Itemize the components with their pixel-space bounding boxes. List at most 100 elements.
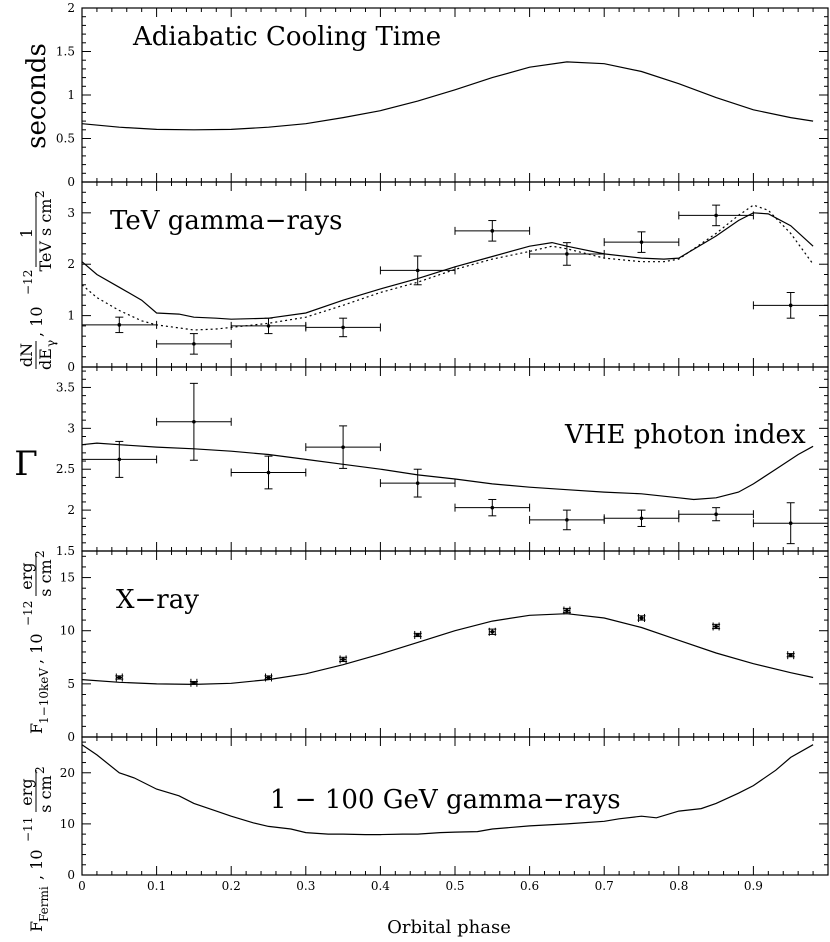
ylabel-fermi-frac-num: erg [17, 778, 36, 805]
panel-xray: X−ray F 1−10keV , 10 −12 erg s cm 2 [17, 550, 199, 734]
data-marker [639, 516, 644, 521]
y-tick-label-adiabatic: 0.5 [56, 132, 75, 146]
data-marker [788, 521, 793, 525]
y-tick-label-tev: 0 [67, 360, 75, 374]
ylabel-tev-lhs-den: dE [36, 348, 55, 370]
data-point-vhe-index [305, 425, 381, 469]
ylabel-adiabatic: seconds [22, 43, 52, 149]
ylabel-xray-frac-num: erg [17, 562, 36, 589]
data-marker [490, 505, 495, 510]
data-marker [341, 325, 345, 330]
data-point-vhe-index [529, 509, 605, 531]
data-point-xray [488, 627, 497, 636]
data-point-tev [454, 220, 531, 242]
y-tick-label-tev: 2 [67, 257, 75, 271]
y-tick-label-xray: 5 [67, 677, 75, 691]
data-point-xray [189, 678, 198, 687]
ylabel-xray-frac-sup: 2 [33, 550, 47, 558]
y-tick-label-vhe-index: 3 [67, 421, 75, 435]
data-point-vhe-index [230, 455, 307, 490]
y-tick-label-tev: 1 [67, 309, 75, 323]
y-tick-label-xray: 15 [60, 571, 75, 585]
x-tick-label: 0.2 [222, 879, 241, 893]
data-point-vhe-index [156, 382, 232, 461]
x-tick-label: 0.8 [669, 879, 688, 893]
plot-xray: 0 5 10 15 [60, 550, 829, 744]
series-model-fermi [81, 744, 814, 836]
data-marker [714, 624, 718, 629]
data-marker [192, 419, 196, 424]
data-point-xray [562, 606, 571, 615]
data-marker [565, 518, 569, 522]
data-point-tev [379, 255, 456, 286]
x-tick-label: 0.6 [520, 879, 539, 893]
ylabel-fermi: F Fermi , 10 −11 erg s cm 2 [17, 766, 55, 932]
panel-adiabatic: Adiabatic Cooling Time seconds [22, 22, 441, 149]
ylabel-vhe-index: Γ [14, 444, 38, 484]
ylabel-tev-frac-num: 1 [17, 228, 36, 238]
ylabel-tev-lhs-num: dN [17, 343, 36, 367]
data-point-tev [678, 204, 754, 227]
title-tev: TeV gamma−rays [110, 206, 342, 236]
title-xray: X−ray [116, 585, 199, 615]
data-marker [714, 512, 718, 516]
data-marker [415, 633, 420, 637]
data-point-tev [752, 291, 829, 319]
data-marker [192, 680, 196, 685]
data-point-tev [305, 317, 381, 338]
data-point-vhe-index [752, 502, 829, 545]
title-adiabatic: Adiabatic Cooling Time [132, 22, 441, 52]
data-marker [266, 324, 271, 328]
data-marker [341, 445, 345, 449]
series-model-vhe-index [81, 442, 814, 501]
data-point-xray [637, 613, 646, 622]
ylabel-tev-exp: −12 [21, 270, 35, 295]
ylabel-tev-mid: , 10 [27, 306, 46, 337]
title-vhe-index: VHE photon index [564, 420, 806, 450]
data-marker [192, 342, 196, 346]
y-tick-label-fermi: 0 [67, 868, 75, 882]
ylabel-xray-exp: −12 [21, 601, 35, 626]
plot-adiabatic: 0 0.5 1 1.5 2 [56, 1, 829, 189]
plot-vhe-index: 1.5 2 2.5 3 3.5 [56, 366, 829, 558]
y-tick-label-tev: 3 [67, 206, 75, 220]
x-tick-label: 0.9 [744, 879, 763, 893]
data-point-xray [786, 651, 795, 660]
data-marker [117, 675, 122, 680]
data-point-xray [264, 673, 273, 682]
data-marker [341, 657, 345, 662]
y-tick-label-adiabatic: 2 [67, 1, 75, 15]
y-tick-label-vhe-index: 2 [67, 503, 75, 517]
x-tick-label: 0 [78, 879, 86, 893]
x-tick-label: 0.5 [445, 879, 464, 893]
frame-xray [81, 550, 829, 738]
ylabel-fermi-lhs: F [27, 921, 46, 932]
ylabel-tev-frac-sup: 2 [33, 190, 47, 198]
y-tick-label-adiabatic: 1.5 [56, 45, 75, 59]
data-point-tev [603, 231, 680, 253]
x-axis-label: Orbital phase [387, 917, 511, 938]
data-point-xray [339, 655, 348, 664]
y-tick-label-adiabatic: 0 [67, 175, 75, 189]
data-marker [415, 268, 420, 273]
x-tick-label: 0.4 [371, 879, 390, 893]
data-point-tev [156, 333, 232, 355]
data-marker [639, 240, 644, 244]
y-tick-label-xray: 0 [67, 730, 75, 744]
ylabel-fermi-lhs-sub: Fermi [37, 886, 51, 922]
y-tick-label-adiabatic: 1 [67, 88, 75, 102]
y-tick-label-vhe-index: 1.5 [56, 544, 75, 558]
data-point-vhe-index [454, 498, 531, 517]
data-marker [788, 303, 793, 308]
y-tick-label-vhe-index: 2.5 [56, 462, 75, 476]
y-tick-label-xray: 10 [60, 624, 75, 638]
ylabel-fermi-frac-den: s cm [36, 775, 55, 812]
data-point-vhe-index [379, 468, 456, 498]
ylabel-tev-frac-den: TeV s cm [36, 199, 55, 272]
data-marker [117, 323, 122, 327]
data-point-tev [230, 317, 307, 335]
ylabel-tev-lhs-sub: γ [44, 340, 58, 347]
data-marker [714, 213, 718, 218]
data-point-vhe-index [603, 509, 680, 527]
